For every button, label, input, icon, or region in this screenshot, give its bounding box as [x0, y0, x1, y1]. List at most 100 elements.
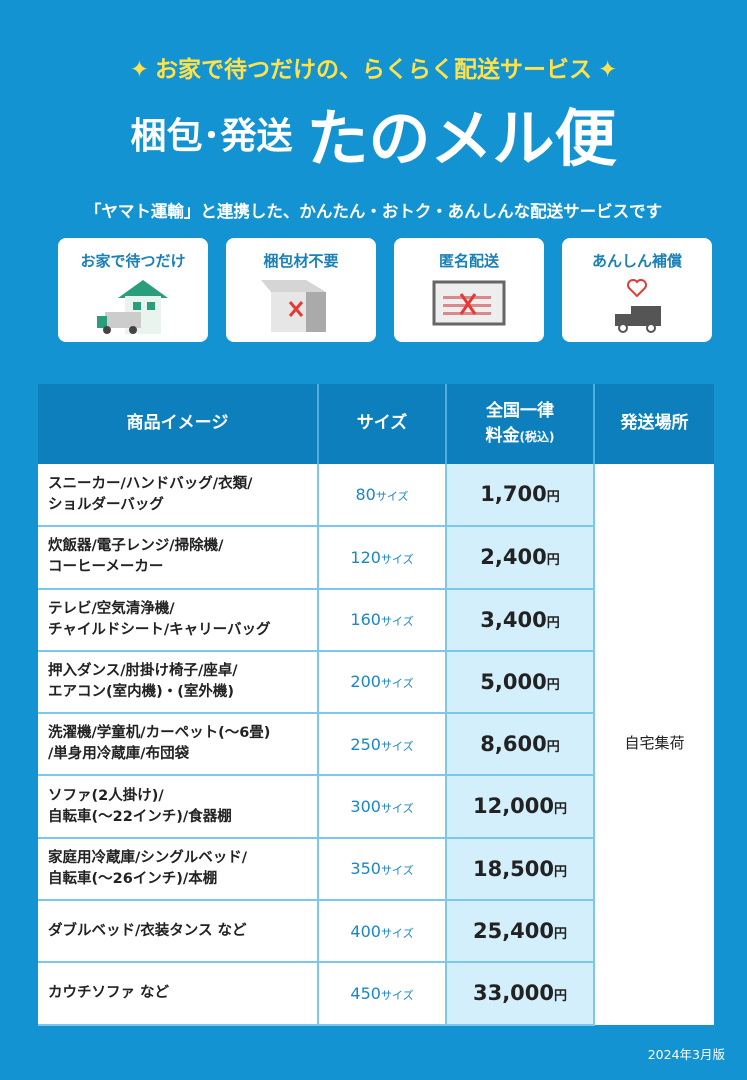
yen-unit: 円	[546, 740, 560, 756]
size-cell: 350サイズ	[318, 837, 447, 902]
item-line1: 洗濯機/学童机/カーペット(～6畳)	[48, 725, 271, 742]
version-label: 2024年3月版	[647, 1047, 725, 1062]
header-price: 全国一律 料金(税込)	[446, 384, 595, 464]
size-value: 80	[355, 485, 376, 505]
item-line2: コーヒーメーカー	[48, 559, 164, 576]
item-cell: 洗濯機/学童机/カーペット(～6畳) /単身用冷蔵庫/布団袋	[38, 713, 319, 777]
table-row: ダブルベッド/衣装タンス など 400サイズ 25,400円	[38, 900, 714, 964]
feature-cards: お家で待つだけ 梱包材不要 匿名配送 あんしん補償	[58, 238, 712, 342]
item-line1: テレビ/空気清浄機/	[48, 600, 175, 617]
header-price-line1: 全国一律	[486, 400, 554, 421]
item-line1: カウチソファ など	[48, 985, 170, 1002]
item-line2: /単身用冷蔵庫/布団袋	[48, 746, 190, 763]
feature-card: あんしん補償	[562, 238, 712, 342]
item-cell: テレビ/空気清浄機/チャイルドシート/キャリーバッグ	[38, 588, 319, 652]
price-value: 2,400	[480, 545, 547, 570]
size-value: 120	[350, 547, 381, 567]
size-unit: サイズ	[380, 615, 414, 629]
house-truck-icon	[97, 280, 168, 334]
item-line1: ソファ(2人掛け)/	[48, 787, 164, 804]
item-cell: ダブルベッド/衣装タンス など	[38, 900, 319, 964]
size-unit: サイズ	[380, 677, 414, 691]
feature-label: 匿名配送	[438, 252, 499, 270]
size-cell: 120サイズ	[318, 526, 447, 590]
size-unit: サイズ	[380, 926, 414, 940]
size-unit: サイズ	[375, 490, 409, 504]
size-cell: 80サイズ	[318, 464, 447, 528]
header-place: 発送場所	[594, 384, 714, 464]
price-cell: 1,700円	[446, 464, 595, 528]
size-unit: サイズ	[380, 988, 414, 1002]
price-cell: 12,000円	[446, 775, 595, 839]
feature-card: 匿名配送	[394, 238, 544, 342]
price-cell: 3,400円	[446, 588, 595, 652]
feature-card: お家で待つだけ	[58, 238, 208, 342]
page-title: 梱包･発送 たのメル便	[0, 88, 747, 178]
table-row: カウチソファ など 450サイズ 33,000円	[38, 962, 714, 1026]
price-value: 33,000	[472, 981, 555, 1006]
box-x-icon	[261, 280, 326, 332]
item-line2: エアコン(室内機)・(室外機)	[48, 684, 235, 701]
price-cell: 25,400円	[446, 900, 595, 964]
title-big: たのメル便	[306, 102, 617, 175]
size-value: 400	[350, 921, 381, 941]
subtitle: 「ヤマト運輸」と連携した、かんたん・おトク・あんしんな配送サービスです	[84, 202, 663, 221]
price-cell: 5,000円	[446, 650, 595, 715]
item-cell: カウチソファ など	[38, 962, 319, 1026]
feature-label: あんしん補償	[591, 252, 682, 270]
item-line2: チャイルドシート/キャリーバッグ	[48, 621, 271, 638]
price-value: 3,400	[480, 607, 547, 632]
yen-unit: 円	[546, 677, 560, 693]
price-cell: 33,000円	[446, 962, 595, 1026]
size-unit: サイズ	[380, 739, 414, 753]
yen-unit: 円	[554, 864, 568, 880]
size-cell: 160サイズ	[318, 588, 447, 652]
item-cell: 押入ダンス/肘掛け椅子/座卓/エアコン(室内機)・(室外機)	[38, 650, 319, 715]
size-value: 160	[350, 610, 381, 630]
size-value: 450	[350, 983, 381, 1003]
size-value: 350	[350, 859, 381, 879]
price-value: 1,700	[480, 482, 547, 507]
table-row: 洗濯機/学童机/カーペット(～6畳) /単身用冷蔵庫/布団袋 250サイズ 8,6…	[38, 713, 714, 777]
sparkle-icon: ✦	[598, 57, 618, 83]
feature-card: 梱包材不要	[226, 238, 376, 342]
heart-truck-icon	[615, 279, 661, 333]
price-value: 12,000	[472, 794, 555, 819]
item-line1: ダブルベッド/衣装タンス など	[48, 922, 247, 939]
size-unit: サイズ	[380, 864, 414, 878]
price-value: 25,400	[472, 919, 555, 943]
price-table: 商品イメージ サイズ 全国一律 料金(税込) 発送場所 スニーカー/ハンドバッグ/…	[38, 384, 714, 1026]
item-cell: 家庭用冷蔵庫/シングルベッド/自転車(～26インチ)/本棚	[38, 837, 319, 902]
table-row: 家庭用冷蔵庫/シングルベッド/自転車(～26インチ)/本棚 350サイズ 18,…	[38, 837, 714, 902]
sparkle-icon: ✦	[129, 57, 149, 83]
yen-unit: 円	[554, 927, 568, 942]
price-cell: 2,400円	[446, 526, 595, 590]
tagline: ✦ お家で待つだけの、らくらく配送サービス ✦	[0, 50, 747, 84]
title-small: 梱包･発送	[130, 116, 293, 157]
size-unit: サイズ	[380, 552, 414, 566]
table-row: ソファ(2人掛け)/ 自転車(～22インチ)/食器棚 300サイズ 12,000円	[38, 775, 714, 839]
table-row: 炊飯器/電子レンジ/掃除機/コーヒーメーカー 120サイズ 2,400円	[38, 526, 714, 590]
yen-unit: 円	[554, 989, 568, 1005]
size-cell: 250サイズ	[318, 713, 447, 777]
size-cell: 400サイズ	[318, 900, 447, 964]
item-line1: 炊飯器/電子レンジ/掃除機/	[48, 538, 224, 555]
item-line2: ショルダーバッグ	[48, 496, 164, 513]
table-row: スニーカー/ハンドバッグ/衣類/ショルダーバッグ 80サイズ 1,700円 自宅集…	[38, 464, 714, 1025]
price-value: 18,500	[472, 856, 555, 881]
tagline-text: お家で待つだけの、らくらく配送サービス	[155, 57, 592, 83]
header-item: 商品イメージ	[38, 384, 319, 464]
size-cell: 200サイズ	[318, 650, 447, 715]
size-value: 250	[350, 734, 381, 754]
size-value: 300	[350, 797, 381, 817]
yen-unit: 円	[554, 802, 568, 818]
item-line1: スニーカー/ハンドバッグ/衣類/	[48, 475, 253, 492]
place-cell: 自宅集荷	[594, 464, 714, 1025]
price-cell: 8,600円	[446, 713, 595, 777]
feature-label: お家で待つだけ	[80, 252, 186, 270]
item-cell: 炊飯器/電子レンジ/掃除機/コーヒーメーカー	[38, 526, 319, 590]
yen-unit: 円	[546, 490, 560, 506]
size-value: 200	[350, 672, 381, 692]
label-x-icon	[432, 280, 506, 326]
item-line2: 自転車(～22インチ)/食器棚	[48, 808, 232, 825]
